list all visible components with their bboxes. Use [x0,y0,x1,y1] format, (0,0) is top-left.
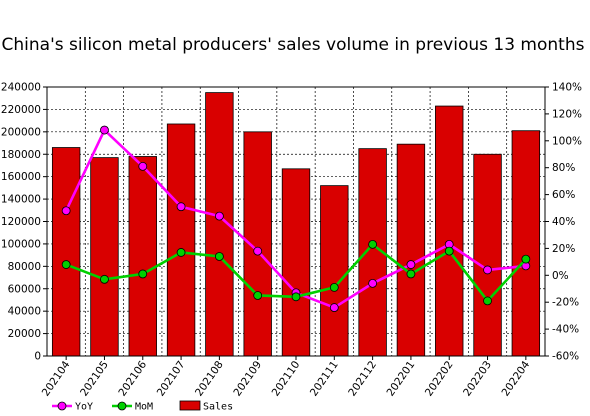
y-left-tick-label: 220000 [1,104,41,116]
bar-sales [166,123,196,357]
legend-label: Sales [203,402,233,413]
x-tick-label: 202106 [116,359,149,399]
point-mom [100,274,109,284]
point-mom [483,296,492,306]
point-mom [521,254,531,264]
point-yoy [61,206,71,216]
y-right-tick-label: -60% [552,351,579,363]
y-right-tick-label: 40% [552,216,575,228]
bar-sales [281,168,311,357]
y-right-tick-label: 120% [552,108,582,120]
x-tick-label: 202111 [308,359,341,399]
legend-item-mom: MoM [112,402,153,413]
point-mom [253,291,263,300]
y-right-tick-label: 140% [552,82,582,94]
y-left-tick-label: 140000 [1,194,41,206]
point-yoy [483,265,492,275]
point-yoy [253,246,263,256]
y-left-tick-label: 240000 [1,82,41,94]
bar-sales [396,143,426,357]
bar-sales [473,153,502,357]
y-left-tick-label: 80000 [8,261,41,273]
chart-title: China's silicon metal producers' sales v… [2,35,585,55]
point-mom [444,246,454,256]
legend-swatch-sales [179,400,201,411]
point-mom [291,292,301,302]
y-right-tick-label: -40% [552,324,579,336]
x-tick-label: 202201 [385,359,418,399]
point-yoy [406,260,416,269]
point-mom [176,248,186,257]
y-left-tick-label: 120000 [1,216,41,228]
legend-swatch-marker [57,401,67,411]
y-left-tick-label: 200000 [1,126,41,138]
bar-series [51,92,541,357]
point-mom [329,283,339,292]
line-series [61,125,531,312]
point-mom [214,252,224,261]
x-tick-label: 202107 [155,359,188,399]
y-left-tick-label: 180000 [1,149,41,161]
y-right-tick-label: 0% [552,270,569,282]
legend-item-sales: Sales [179,400,233,413]
y-left-tick-label: 60000 [8,283,41,295]
bar-sales [435,105,464,357]
point-mom [368,239,378,249]
y-right-tick-label: 80% [552,162,575,174]
legend: YoY MoM Sales [52,400,233,413]
x-tick-label: 202109 [231,359,264,399]
y-left-tick-label: 100000 [1,238,41,250]
x-tick-label: 202104 [40,359,73,399]
point-yoy [368,278,378,288]
y-left-tick-label: 40000 [8,306,41,318]
x-tick-label: 202112 [346,359,379,399]
legend-label: MoM [135,402,153,413]
bar-sales [320,185,349,357]
x-tick-label: 202110 [270,359,303,399]
legend-label: YoY [75,402,93,413]
y-left-tick-label: 160000 [1,171,41,183]
point-mom [406,269,416,279]
legend-swatch-marker [117,401,127,411]
bar-sales [511,130,541,357]
y-right-tick-label: 60% [552,189,575,201]
point-yoy [176,202,186,212]
point-mom [138,269,148,279]
x-tick-label: 202202 [423,359,456,399]
y-right-tick-label: 20% [552,243,575,255]
y-left-tick-label: 20000 [8,328,41,340]
point-yoy [329,303,339,312]
y-right-tick-label: 100% [552,135,582,147]
bar-sales [51,147,81,357]
point-yoy [138,161,148,171]
y-right-tick-label: -20% [552,297,579,309]
x-tick-label: 202204 [499,359,532,399]
x-tick-label: 202203 [461,359,494,399]
point-mom [61,260,71,269]
x-tick-label: 202108 [193,359,226,399]
x-tick-label: 202105 [78,359,111,399]
point-yoy [100,125,109,135]
bar-sales [128,156,157,357]
y-left-tick-label: 0 [34,351,41,363]
bar-sales [90,157,119,357]
point-yoy [214,211,224,221]
legend-item-yoy: YoY [52,402,93,413]
